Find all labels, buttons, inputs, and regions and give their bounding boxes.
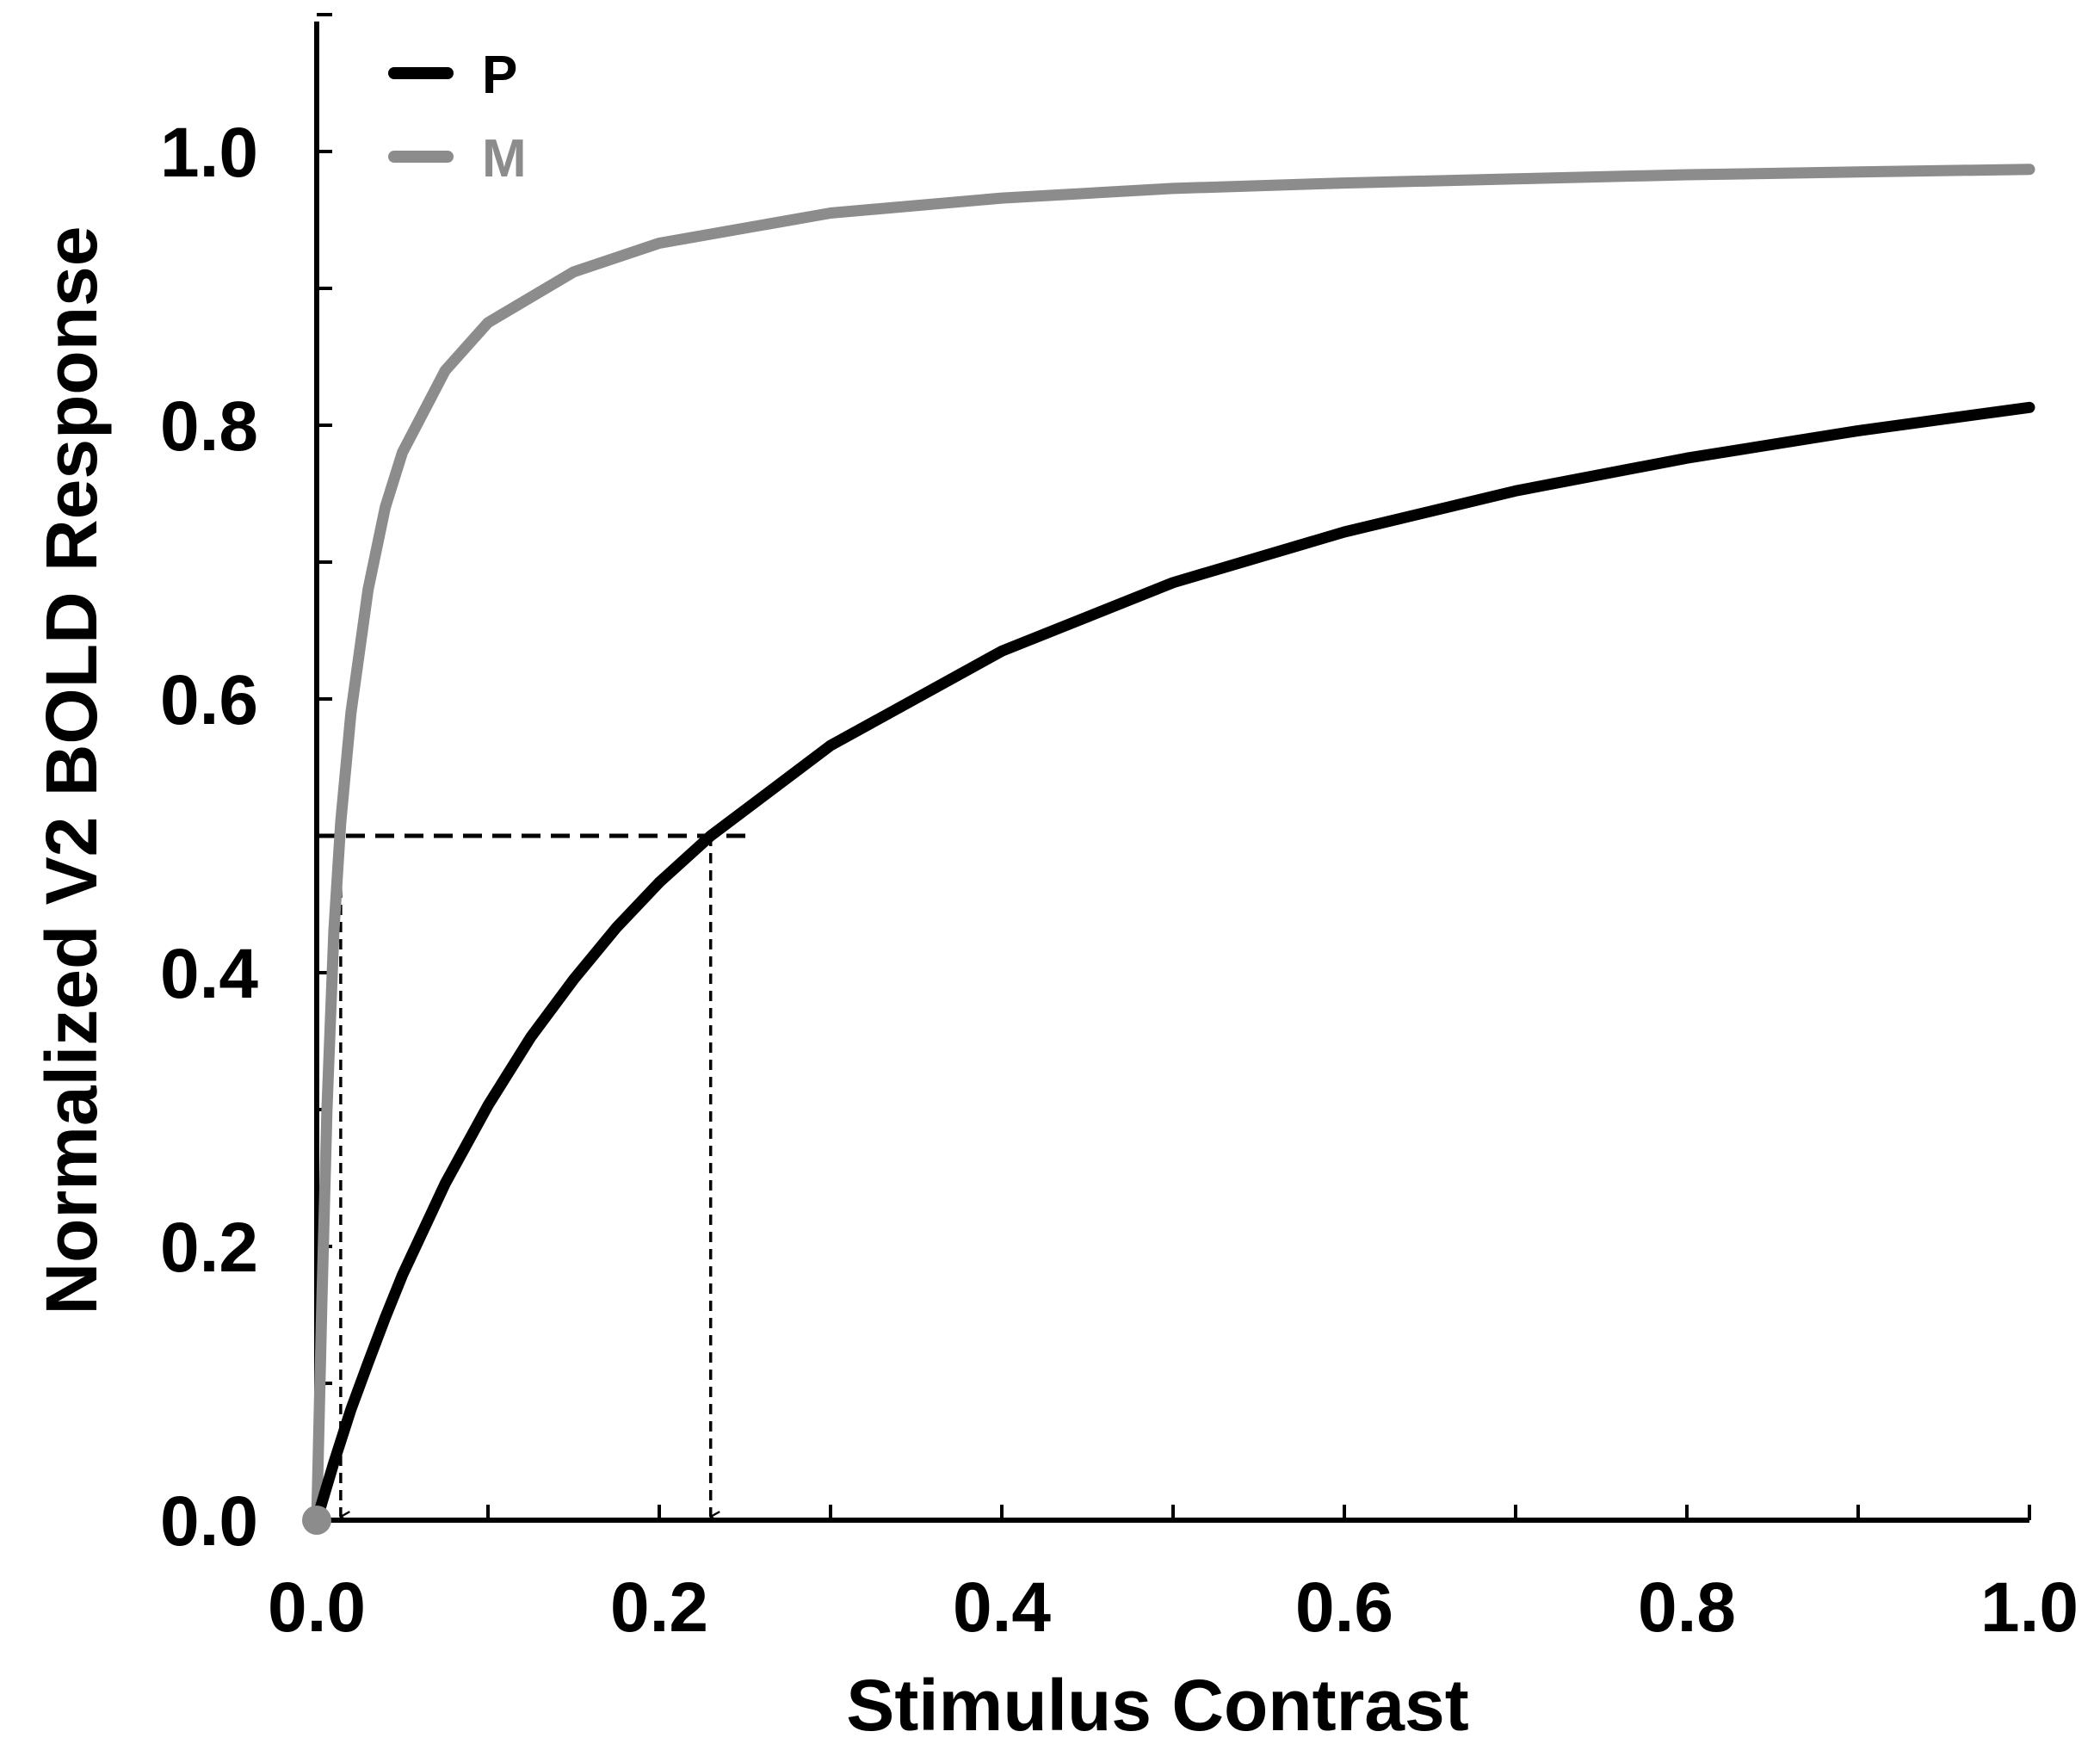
series-line-m [311, 164, 2035, 1526]
x-tick-label: 0.4 [953, 1568, 1051, 1647]
legend-label-p: P [482, 46, 517, 105]
x-tick-label: 0.6 [1295, 1568, 1393, 1647]
y-tick-label: 0.8 [160, 387, 258, 466]
x-tick-label: 1.0 [1980, 1568, 2078, 1647]
y-tick-label: 0.4 [160, 935, 258, 1013]
tick-marks [317, 13, 2031, 1520]
legend-label-m: M [482, 129, 527, 189]
y-tick-label: 0.6 [160, 661, 258, 739]
x-tick-label: 0.2 [610, 1568, 708, 1647]
x-tick-label: 0.0 [268, 1568, 366, 1647]
y-tick-label: 0.0 [160, 1482, 258, 1561]
x-tick-label: 0.8 [1638, 1568, 1736, 1647]
axes [314, 22, 2029, 1523]
x-axis-title: Stimulus Contrast [846, 1665, 1468, 1746]
y-axis-title: Normalized V2 BOLD Response [31, 226, 112, 1315]
series-layer [311, 164, 2035, 1526]
y-tick-label: 1.0 [160, 114, 258, 192]
legend: P M [388, 46, 527, 189]
half-max-reference-lines [317, 833, 747, 1517]
tick-labels: 0.0 0.2 0.4 0.6 0.8 1.0 0.0 0.2 0.4 0.6 0.8 1.0 [160, 114, 2078, 1647]
series-line-p [311, 401, 2035, 1526]
origin-marker [302, 1506, 331, 1535]
y-tick-label: 0.2 [160, 1209, 258, 1287]
